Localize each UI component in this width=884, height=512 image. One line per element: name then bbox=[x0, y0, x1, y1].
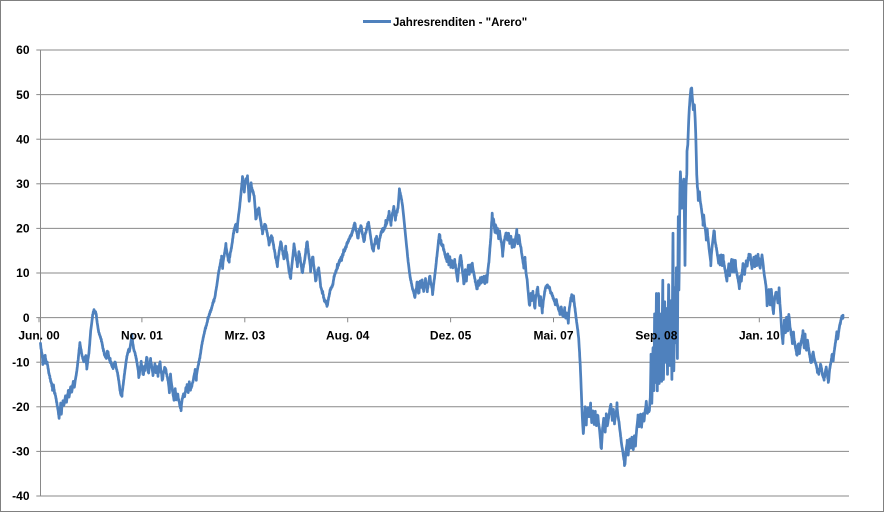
svg-text:60: 60 bbox=[16, 43, 30, 57]
svg-text:-20: -20 bbox=[12, 400, 30, 414]
svg-text:20: 20 bbox=[16, 222, 30, 236]
svg-text:50: 50 bbox=[16, 88, 30, 102]
svg-text:Jun. 00: Jun. 00 bbox=[18, 329, 60, 343]
svg-text:Aug. 04: Aug. 04 bbox=[326, 329, 370, 343]
svg-text:Mai. 07: Mai. 07 bbox=[533, 329, 573, 343]
svg-text:10: 10 bbox=[16, 266, 30, 280]
svg-text:40: 40 bbox=[16, 132, 30, 146]
svg-text:Dez. 05: Dez. 05 bbox=[430, 329, 472, 343]
svg-text:-40: -40 bbox=[12, 489, 30, 503]
svg-text:30: 30 bbox=[16, 177, 30, 191]
svg-text:Mrz. 03: Mrz. 03 bbox=[224, 329, 265, 343]
svg-text:-10: -10 bbox=[12, 355, 30, 369]
svg-text:-30: -30 bbox=[12, 445, 30, 459]
svg-text:Jan. 10: Jan. 10 bbox=[739, 329, 780, 343]
svg-text:Nov. 01: Nov. 01 bbox=[121, 329, 163, 343]
svg-text:Jahresrenditen - "Arero": Jahresrenditen - "Arero" bbox=[393, 17, 527, 29]
svg-text:0: 0 bbox=[23, 311, 30, 325]
svg-text:Sep. 08: Sep. 08 bbox=[635, 329, 677, 343]
